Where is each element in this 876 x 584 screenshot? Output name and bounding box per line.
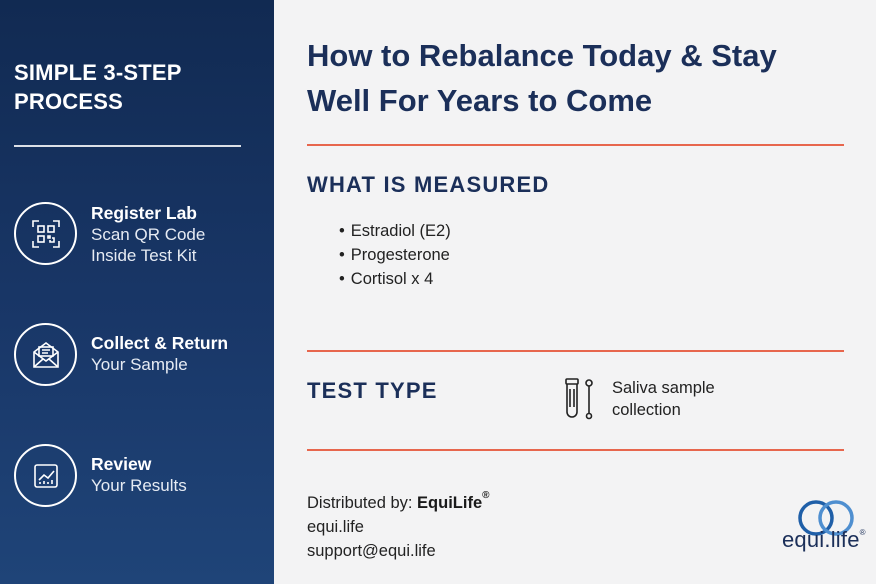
sidebar-title: SIMPLE 3-STEP PROCESS <box>14 60 182 114</box>
step-register-lab: Register Lab Scan QR Code Inside Test Ki… <box>14 202 264 268</box>
website-link[interactable]: equi.life <box>307 518 364 536</box>
step-collect-return: Collect & Return Your Sample <box>14 323 264 389</box>
test-type-line: collection <box>612 401 681 419</box>
distributor-brand: EquiLife <box>417 494 483 512</box>
registered-mark: ® <box>482 490 490 501</box>
step-subtitle: Your Sample <box>91 355 188 374</box>
list-item: Cortisol x 4 <box>339 267 451 291</box>
list-item: Estradiol (E2) <box>339 219 451 243</box>
step-title: Review <box>91 454 152 474</box>
sidebar: SIMPLE 3-STEP PROCESS Register Lab Scan … <box>0 0 274 584</box>
step-title: Register Lab <box>91 203 197 223</box>
distribution-info: Distributed by: EquiLife® equi.life supp… <box>307 484 490 563</box>
saliva-tube-icon <box>565 378 593 420</box>
sidebar-divider <box>14 145 241 147</box>
page-title-line: How to Rebalance Today & Stay <box>307 38 777 73</box>
step-review: Review Your Results <box>14 444 264 510</box>
test-type-description: Saliva sample collection <box>612 377 715 421</box>
main-content: How to Rebalance Today & Stay Well For Y… <box>274 0 876 584</box>
list-item: Progesterone <box>339 243 451 267</box>
step-subtitle: Scan QR Code <box>91 225 206 244</box>
distributed-by-label: Distributed by: <box>307 494 418 512</box>
step-collect-return-text: Collect & Return Your Sample <box>91 332 228 375</box>
step-register-lab-text: Register Lab Scan QR Code Inside Test Ki… <box>91 202 205 266</box>
step-subtitle: Your Results <box>91 476 187 495</box>
page-title: How to Rebalance Today & Stay Well For Y… <box>307 33 847 123</box>
section-divider <box>307 350 844 352</box>
section-heading-test-type: TEST TYPE <box>307 378 438 403</box>
measured-list: Estradiol (E2) Progesterone Cortisol x 4 <box>339 219 451 291</box>
logo-text: equi.life <box>782 527 860 552</box>
page-title-line: Well For Years to Come <box>307 83 653 118</box>
step-review-text: Review Your Results <box>91 453 187 496</box>
section-divider <box>307 449 844 451</box>
support-email-link[interactable]: support@equi.life <box>307 542 436 560</box>
qr-code-icon <box>14 202 77 265</box>
step-title: Collect & Return <box>91 333 229 353</box>
section-heading-measured: WHAT IS MEASURED <box>307 172 550 197</box>
section-divider <box>307 144 844 146</box>
chart-report-icon <box>14 444 77 507</box>
equilife-logo-icon <box>798 500 854 536</box>
envelope-icon <box>14 323 77 386</box>
step-subtitle: Inside Test Kit <box>91 246 197 265</box>
test-type-line: Saliva sample <box>612 379 715 397</box>
logo-wordmark: equi.life® <box>782 527 866 553</box>
logo-registered-mark: ® <box>859 528 866 537</box>
distributed-by-line: Distributed by: EquiLife® <box>307 484 490 515</box>
